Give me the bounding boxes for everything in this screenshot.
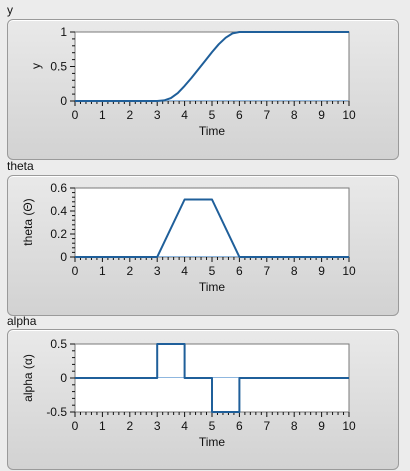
- y-tick-label: 0.4: [50, 204, 67, 218]
- x-tick-label: 0: [72, 108, 79, 122]
- x-tick-label: 0: [72, 419, 79, 433]
- chart-label-alpha: alpha: [7, 314, 37, 328]
- x-tick-label: 10: [342, 108, 356, 122]
- y-tick-label: 0: [60, 250, 67, 264]
- x-tick-label: 6: [236, 264, 243, 278]
- graph-y[interactable]: 0 1 2 3 4 5 6 7 8 9 10 0 0.5 1 Time y: [8, 20, 400, 161]
- x-tick-label: 5: [209, 419, 216, 433]
- x-tick-label: 7: [263, 108, 270, 122]
- y-axis-title: alpha (α): [21, 354, 35, 402]
- x-tick-label: 9: [318, 419, 325, 433]
- x-tick-label: 8: [291, 419, 298, 433]
- y-tick-label: 0.2: [50, 227, 67, 241]
- plot-area: [74, 187, 350, 258]
- x-tick-label: 10: [342, 419, 356, 433]
- graph-theta[interactable]: 0 1 2 3 4 5 6 7 8 9 10 0 0.2 0.4 0.6 Time theta (Θ): [8, 176, 400, 317]
- chart-label-y: y: [7, 3, 13, 17]
- plot-area: [74, 31, 350, 102]
- x-tick-label: 2: [126, 108, 133, 122]
- series-line: [75, 343, 349, 413]
- x-tick-label: 3: [154, 419, 161, 433]
- x-tick-label: 2: [126, 264, 133, 278]
- x-tick-label: 3: [154, 108, 161, 122]
- x-axis-title: Time: [199, 280, 226, 294]
- y-tick-label: 0.5: [50, 337, 67, 351]
- x-tick-label: 7: [263, 264, 270, 278]
- chart-label-theta: theta: [7, 159, 34, 173]
- graph-alpha[interactable]: 0 1 2 3 4 5 6 7 8 9 10 -0.5 0 0.5 Time alpha (α): [8, 330, 400, 471]
- x-tick-label: 6: [236, 419, 243, 433]
- x-tick-label: 0: [72, 264, 79, 278]
- x-tick-label: 6: [236, 108, 243, 122]
- x-axis-title: Time: [199, 124, 226, 138]
- y-tick-label: -0.5: [46, 405, 67, 419]
- series-line: [75, 198, 349, 258]
- x-tick-label: 1: [99, 264, 106, 278]
- x-tick-label: 8: [291, 108, 298, 122]
- y-tick-label: 1: [60, 25, 67, 39]
- y-axis-title: y: [29, 63, 43, 69]
- graph-panel-alpha[interactable]: 0 1 2 3 4 5 6 7 8 9 10 -0.5 0 0.5 Time alpha (α): [7, 329, 399, 470]
- y-tick-label: 0: [60, 94, 67, 108]
- x-tick-label: 8: [291, 264, 298, 278]
- x-tick-label: 9: [318, 264, 325, 278]
- graph-panel-theta[interactable]: 0 1 2 3 4 5 6 7 8 9 10 0 0.2 0.4 0.6 Time theta (Θ): [7, 175, 399, 316]
- series-line: [75, 31, 349, 102]
- x-tick-label: 1: [99, 419, 106, 433]
- x-tick-label: 7: [263, 419, 270, 433]
- x-tick-label: 5: [209, 264, 216, 278]
- x-tick-label: 2: [126, 419, 133, 433]
- y-tick-label: 0.5: [50, 60, 67, 74]
- x-tick-label: 4: [181, 264, 188, 278]
- x-tick-label: 4: [181, 108, 188, 122]
- y-tick-label: 0.6: [50, 181, 67, 195]
- x-tick-label: 5: [209, 108, 216, 122]
- x-axis-title: Time: [199, 435, 226, 449]
- x-tick-label: 4: [181, 419, 188, 433]
- y-axis-title: theta (Θ): [21, 198, 35, 245]
- y-tick-label: 0: [60, 371, 67, 385]
- x-tick-label: 9: [318, 108, 325, 122]
- x-tick-label: 10: [342, 264, 356, 278]
- x-tick-label: 1: [99, 108, 106, 122]
- x-tick-label: 3: [154, 264, 161, 278]
- graph-panel-y[interactable]: 0 1 2 3 4 5 6 7 8 9 10 0 0.5 1 Time y: [7, 19, 399, 160]
